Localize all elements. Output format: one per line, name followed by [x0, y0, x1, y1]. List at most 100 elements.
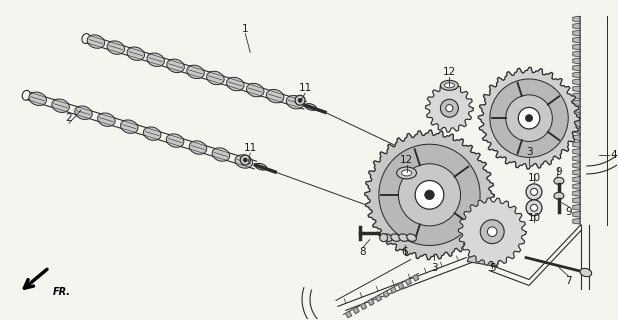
- Polygon shape: [573, 37, 580, 43]
- Ellipse shape: [166, 134, 184, 147]
- Polygon shape: [573, 16, 580, 22]
- Text: 12: 12: [442, 68, 456, 77]
- Ellipse shape: [206, 71, 224, 85]
- Polygon shape: [573, 114, 580, 119]
- Polygon shape: [459, 198, 526, 266]
- Circle shape: [526, 200, 542, 216]
- Polygon shape: [478, 68, 580, 169]
- Ellipse shape: [121, 120, 138, 133]
- Ellipse shape: [554, 177, 564, 184]
- Polygon shape: [467, 247, 502, 267]
- Polygon shape: [573, 170, 580, 175]
- Polygon shape: [573, 121, 580, 126]
- Ellipse shape: [580, 268, 591, 277]
- Circle shape: [519, 108, 540, 129]
- Ellipse shape: [187, 65, 205, 79]
- Circle shape: [488, 227, 497, 236]
- Polygon shape: [573, 163, 580, 168]
- Ellipse shape: [383, 234, 392, 241]
- Ellipse shape: [391, 234, 400, 241]
- Polygon shape: [573, 156, 580, 161]
- Ellipse shape: [29, 92, 46, 106]
- Polygon shape: [573, 65, 580, 71]
- Ellipse shape: [22, 90, 30, 100]
- Polygon shape: [573, 23, 580, 29]
- Polygon shape: [383, 291, 389, 297]
- Polygon shape: [573, 204, 580, 210]
- Ellipse shape: [98, 113, 115, 126]
- Circle shape: [298, 98, 302, 102]
- Polygon shape: [573, 44, 580, 50]
- Polygon shape: [573, 128, 580, 133]
- Circle shape: [441, 99, 459, 117]
- Text: 3: 3: [526, 147, 532, 157]
- Polygon shape: [573, 191, 580, 196]
- Circle shape: [379, 234, 387, 242]
- Text: 6: 6: [401, 247, 408, 257]
- Polygon shape: [573, 135, 580, 140]
- Polygon shape: [573, 30, 580, 36]
- Circle shape: [295, 95, 305, 105]
- Polygon shape: [573, 177, 580, 182]
- Text: 1: 1: [242, 24, 248, 34]
- Text: 11: 11: [243, 143, 257, 153]
- Polygon shape: [573, 107, 580, 113]
- Polygon shape: [573, 212, 580, 217]
- Circle shape: [425, 190, 434, 200]
- Text: 8: 8: [360, 247, 366, 257]
- Polygon shape: [573, 86, 580, 92]
- Circle shape: [506, 95, 552, 141]
- Text: FR.: FR.: [53, 287, 71, 297]
- Ellipse shape: [255, 164, 267, 170]
- Ellipse shape: [147, 53, 164, 67]
- Ellipse shape: [227, 77, 244, 91]
- Circle shape: [240, 155, 250, 165]
- Polygon shape: [573, 58, 580, 64]
- Polygon shape: [573, 93, 580, 99]
- Polygon shape: [365, 130, 494, 260]
- Circle shape: [526, 184, 542, 200]
- Ellipse shape: [167, 59, 184, 73]
- Ellipse shape: [82, 34, 90, 44]
- Text: 5: 5: [489, 262, 496, 273]
- Polygon shape: [405, 279, 412, 285]
- Ellipse shape: [143, 127, 161, 140]
- Ellipse shape: [266, 89, 284, 103]
- Text: 4: 4: [611, 150, 617, 160]
- Polygon shape: [353, 307, 359, 314]
- Ellipse shape: [127, 47, 145, 60]
- Polygon shape: [573, 197, 580, 203]
- Polygon shape: [425, 84, 473, 132]
- Text: 7: 7: [565, 276, 572, 286]
- Circle shape: [490, 79, 568, 157]
- Circle shape: [399, 164, 460, 226]
- Text: 10: 10: [527, 173, 541, 183]
- Text: 12: 12: [400, 155, 413, 165]
- Circle shape: [530, 204, 538, 211]
- Text: 2: 2: [66, 113, 72, 123]
- Ellipse shape: [441, 80, 459, 90]
- Ellipse shape: [399, 234, 408, 241]
- Circle shape: [379, 144, 480, 245]
- Polygon shape: [573, 79, 580, 84]
- Ellipse shape: [247, 83, 264, 97]
- Polygon shape: [573, 100, 580, 106]
- Circle shape: [446, 105, 453, 112]
- Ellipse shape: [286, 95, 304, 109]
- Ellipse shape: [212, 148, 230, 161]
- Text: 3: 3: [431, 262, 438, 273]
- Circle shape: [480, 220, 504, 244]
- Polygon shape: [573, 219, 580, 224]
- Circle shape: [415, 180, 444, 209]
- Ellipse shape: [75, 106, 92, 119]
- Ellipse shape: [402, 170, 412, 176]
- Ellipse shape: [87, 35, 104, 48]
- Polygon shape: [573, 149, 580, 154]
- Polygon shape: [368, 299, 374, 306]
- Polygon shape: [573, 72, 580, 78]
- Polygon shape: [398, 283, 404, 289]
- Ellipse shape: [407, 234, 417, 241]
- Ellipse shape: [554, 192, 564, 199]
- Polygon shape: [345, 311, 352, 318]
- Circle shape: [530, 188, 538, 195]
